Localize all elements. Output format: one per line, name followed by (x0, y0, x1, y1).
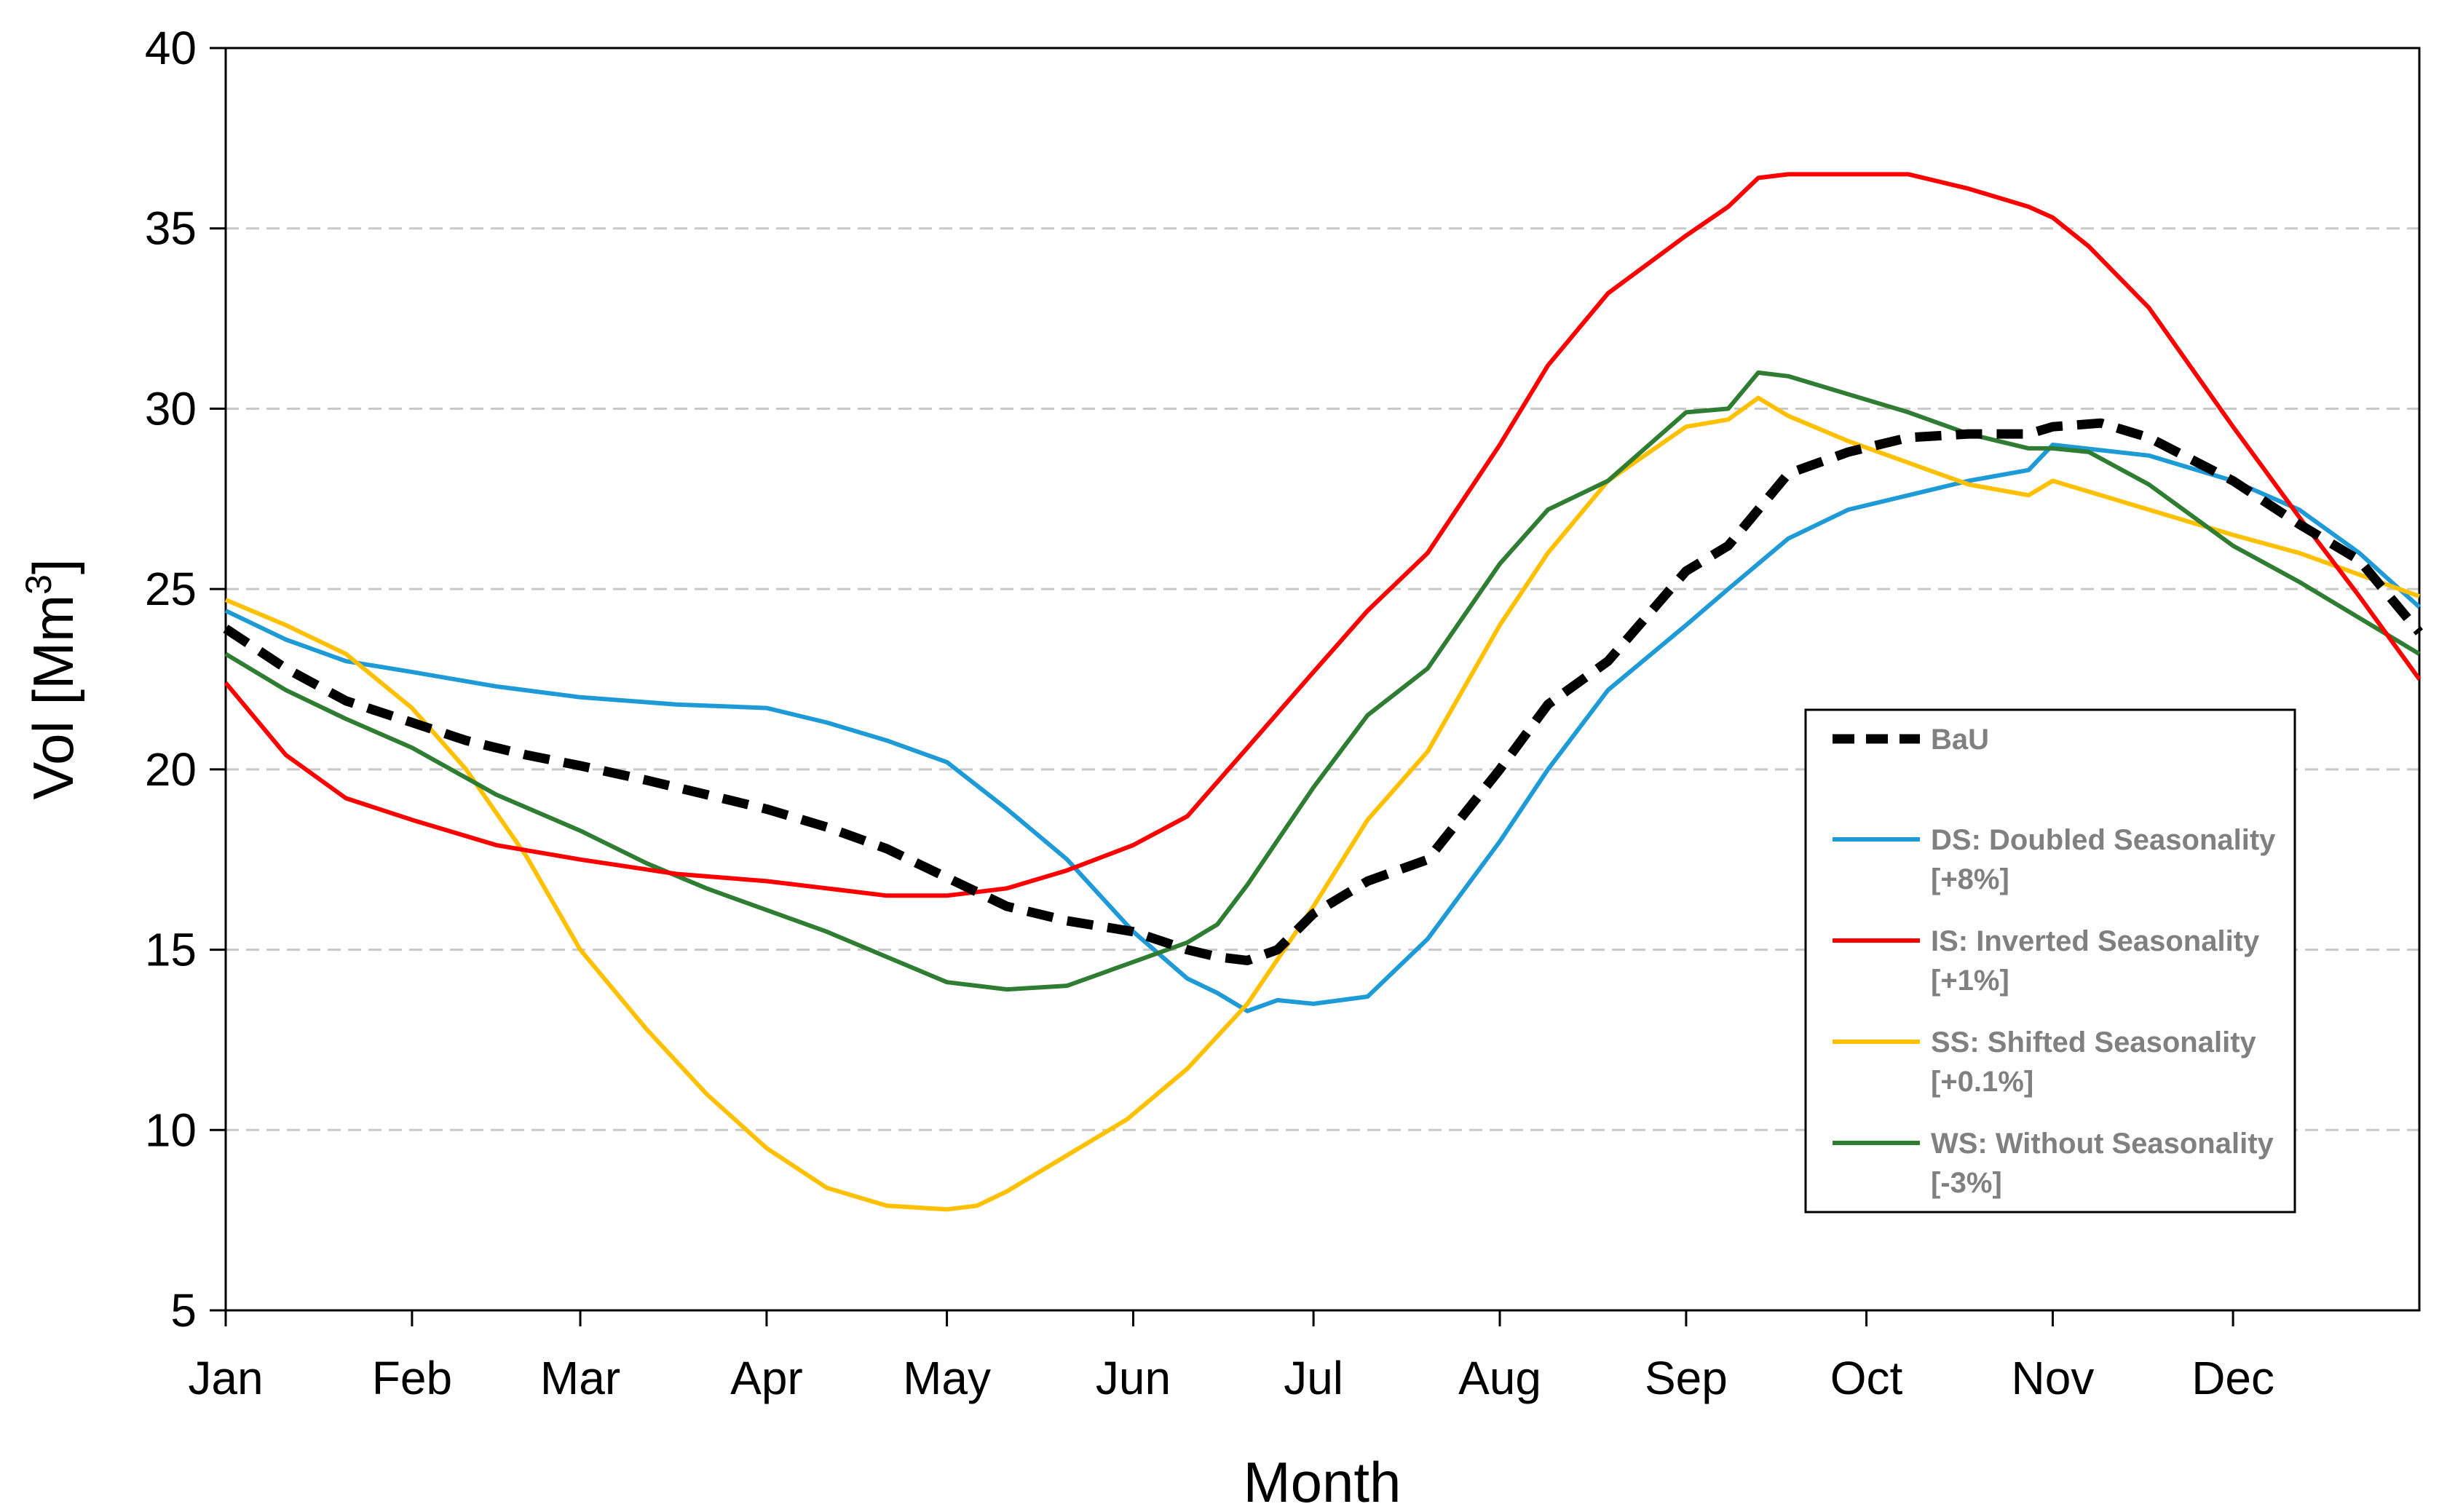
y-tick-label: 40 (145, 22, 197, 74)
legend-note-is: [+1%] (1931, 965, 2009, 997)
x-tick-label-sep: Sep (1645, 1352, 1728, 1404)
y-tick-label: 10 (145, 1104, 197, 1156)
x-tick-label-jul: Jul (1284, 1352, 1343, 1404)
y-axis-title-main: Vol [Mm (21, 595, 85, 800)
legend-note-ws: [-3%] (1931, 1167, 2002, 1199)
y-tick-label: 35 (145, 202, 197, 255)
x-tick-label-jan: Jan (188, 1352, 263, 1404)
legend-label-is: IS: Inverted Seasonality (1931, 925, 2260, 957)
legend-note-ss: [+0.1%] (1931, 1066, 2033, 1098)
series-line-is (224, 172, 2422, 898)
y-axis-title: Vol [Mm3] (18, 558, 85, 799)
series-layer (223, 172, 2423, 1212)
x-tick-label-feb: Feb (372, 1352, 452, 1404)
x-tick-label-mar: Mar (540, 1352, 620, 1404)
legend-box (1804, 708, 2296, 1214)
legend-label-bau: BaU (1931, 724, 1989, 756)
series-line-bau (223, 418, 2423, 965)
y-tick-label: 5 (170, 1284, 197, 1337)
y-axis-title-end: ] (21, 558, 85, 574)
x-axis-ticks: Jan Feb Mar Apr May Jun Jul Aug Sep Oct Nov Dec (188, 1310, 2274, 1404)
y-tick-label: 25 (145, 563, 197, 615)
series-line-ss (224, 395, 2421, 1212)
legend-label-ds: DS: Doubled Seasonality (1931, 824, 2276, 856)
x-tick-label-may: May (903, 1352, 991, 1404)
legend: BaU DS: Doubled Seasonality [+8%] IS: Inver… (1804, 708, 2296, 1214)
x-tick-label-oct: Oct (1830, 1352, 1903, 1404)
y-tick-label: 15 (145, 924, 197, 976)
x-tick-label-jun: Jun (1096, 1352, 1171, 1404)
x-axis-title: Month (1244, 1450, 1402, 1512)
x-tick-label-apr: Apr (730, 1352, 803, 1404)
y-axis-ticks: 5 10 15 20 25 30 35 40 (145, 22, 226, 1337)
legend-note-ds: [+8%] (1931, 863, 2009, 895)
x-tick-label-aug: Aug (1458, 1352, 1541, 1404)
legend-label-ss: SS: Shifted Seasonality (1931, 1026, 2257, 1058)
legend-label-ws: WS: Without Seasonality (1931, 1128, 2274, 1160)
series-line-ds (224, 443, 2422, 1013)
y-tick-label: 30 (145, 382, 197, 435)
y-axis-title-superscript: 3 (18, 574, 59, 595)
x-tick-label-dec: Dec (2191, 1352, 2274, 1404)
y-tick-label: 20 (145, 743, 197, 796)
x-tick-label-nov: Nov (2012, 1352, 2095, 1404)
